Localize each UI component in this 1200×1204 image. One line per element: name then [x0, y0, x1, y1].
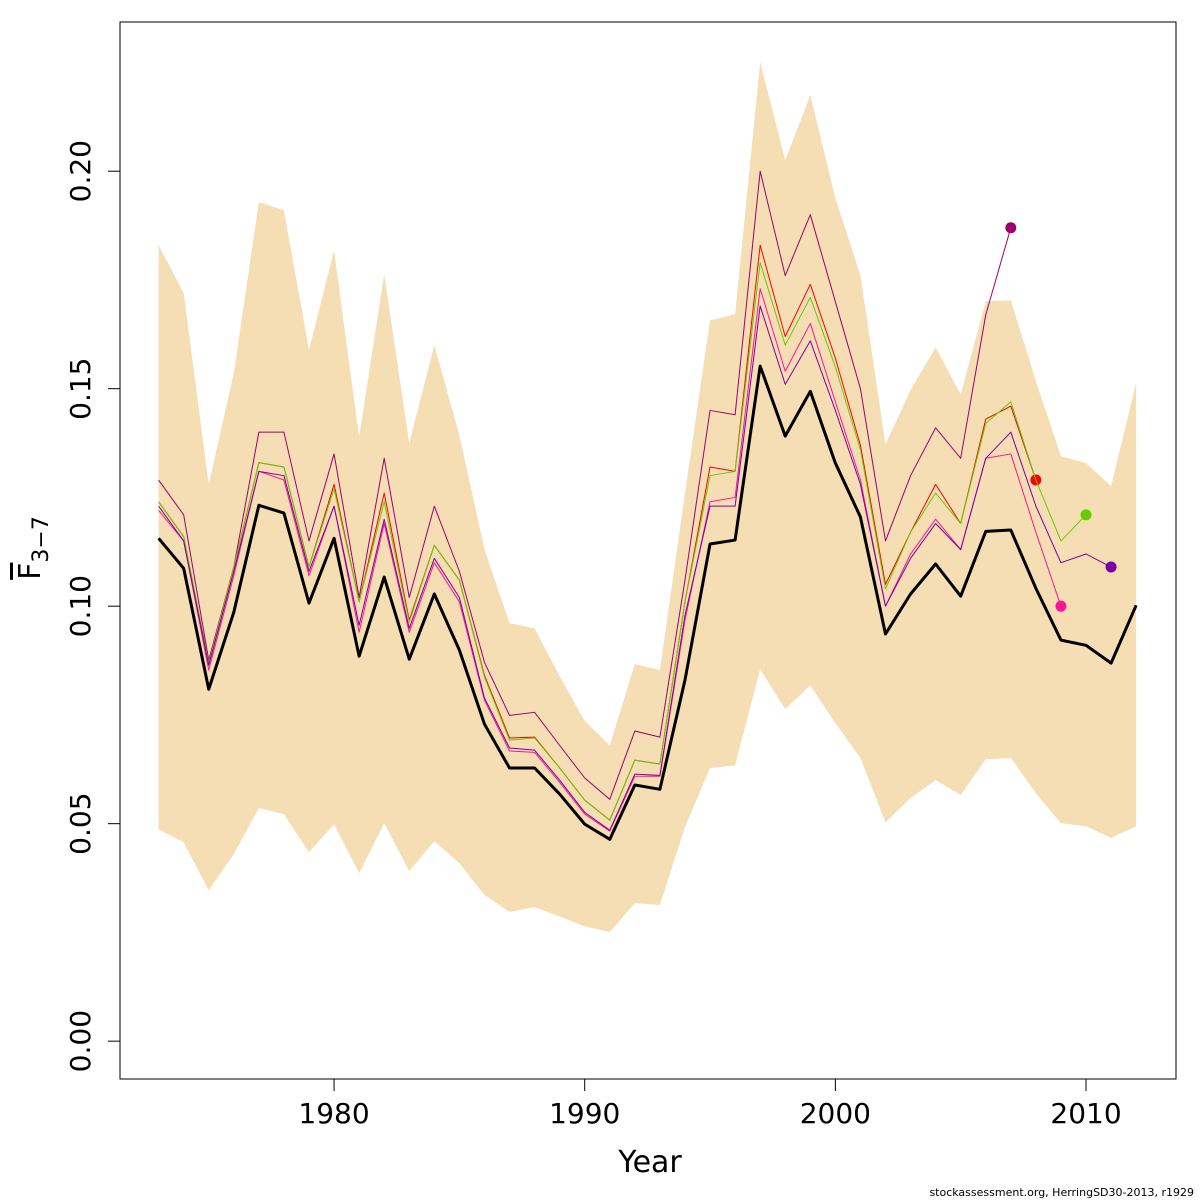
- x-tick-label: 1990: [549, 1097, 620, 1130]
- x-tick-label: 2000: [800, 1097, 871, 1130]
- x-axis-label: Year: [617, 1145, 682, 1180]
- y-label-sub: 3−7: [29, 516, 54, 562]
- y-tick-label: 0.20: [64, 140, 97, 202]
- end-point: [1105, 561, 1117, 573]
- series-line: [158, 288, 1062, 832]
- confidence-band: [158, 62, 1137, 932]
- x-tick-label: 2010: [1050, 1097, 1121, 1130]
- footer: stockassessment.org, HerringSD30-2013, r…: [929, 1186, 1194, 1199]
- end-point: [1055, 600, 1067, 612]
- end-point: [1080, 509, 1092, 521]
- y-tick-label: 0.05: [64, 792, 97, 854]
- y-tick-label: 0.10: [64, 575, 97, 637]
- series-line: [158, 262, 1087, 821]
- y-tick-label: 0.00: [64, 1010, 97, 1072]
- y-axis-label-text: F3−7: [13, 516, 54, 580]
- plot-frame: [119, 21, 1177, 1080]
- series-line: [158, 170, 1012, 800]
- y-tick-label: 0.15: [64, 358, 97, 420]
- series-line: [157, 364, 1138, 841]
- x-tick-label: 1980: [298, 1097, 369, 1130]
- series-line: [158, 305, 1112, 831]
- end-point: [1005, 222, 1017, 234]
- y-label-main: F: [13, 563, 48, 580]
- y-axis-label: F3−7: [13, 516, 54, 580]
